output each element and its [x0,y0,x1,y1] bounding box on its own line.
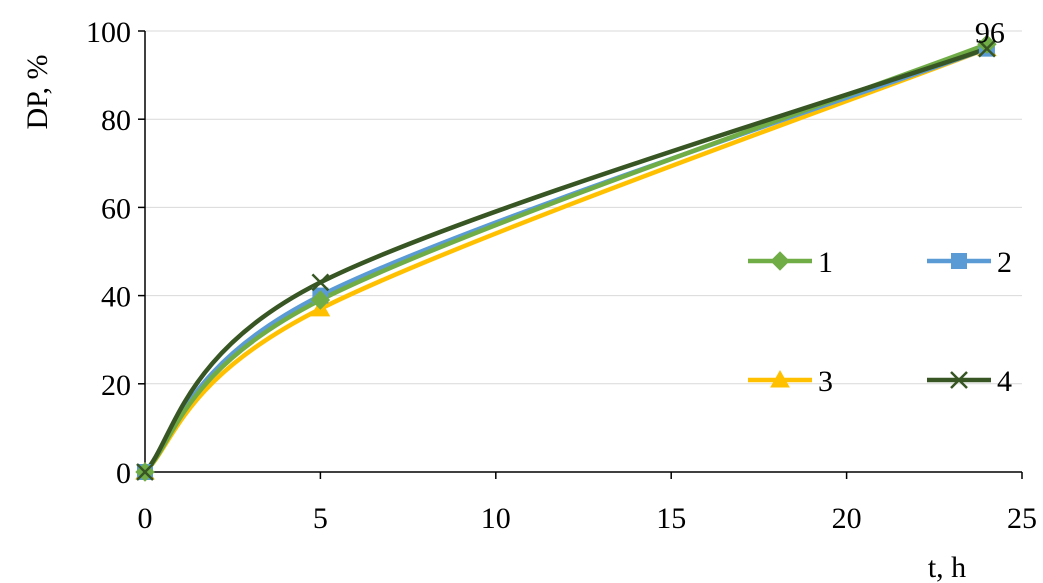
legend-item-3: 3 [748,365,833,398]
x-tick-label: 25 [1007,502,1037,535]
series-line-3 [142,46,990,475]
series-lines [142,41,990,475]
legend-label: 2 [997,246,1012,279]
x-tick-label: 15 [656,502,686,535]
marker-x-stroke [136,463,154,481]
series-line-2 [142,46,990,475]
y-axis-label: DP, % [21,54,54,129]
gridlines [145,30,1022,385]
axes [144,31,1022,473]
series-4-point [311,273,330,292]
x-axis-label: t, h [928,551,966,583]
x-tick-labels: 0 5 10 15 20 25 [138,472,1037,535]
series-1-point [310,290,331,310]
legend-swatch-marker [770,369,790,388]
legend-swatch-marker [950,371,968,389]
series-line-1 [142,41,990,475]
annotations: 96 [975,17,1005,50]
legend-label: 1 [818,246,833,279]
y-tick-label: 100 [86,16,131,49]
y-tick-label: 60 [101,192,131,225]
x-tick-label: 20 [832,502,862,535]
y-tick-label: 20 [101,369,131,402]
x-tick-label: 0 [138,502,153,535]
legend-swatch-marker [770,251,790,271]
legend-swatch-marker [951,253,967,269]
legend-label: 4 [997,365,1012,398]
legend-label: 3 [818,365,833,398]
marker-x-stroke [978,39,996,58]
x-tick-label: 10 [481,502,511,535]
legend-item-4: 4 [927,365,1012,398]
marker-x-stroke [311,273,330,292]
y-tick-label: 0 [116,457,131,490]
y-tick-labels: 0 20 40 60 80 100 [86,16,145,490]
series-markers [135,34,997,482]
legend: 1 2 3 4 [748,246,1012,398]
data-label: 96 [975,17,1005,50]
series-line-4 [142,46,990,475]
y-tick-label: 40 [101,281,131,314]
marker-x-stroke [950,371,968,389]
legend-item-2: 2 [927,246,1012,279]
y-tick-label: 80 [101,104,131,137]
x-tick-label: 5 [313,502,328,535]
series-4-point [978,39,996,58]
legend-item-1: 1 [748,246,833,279]
series-4-point [136,463,154,481]
